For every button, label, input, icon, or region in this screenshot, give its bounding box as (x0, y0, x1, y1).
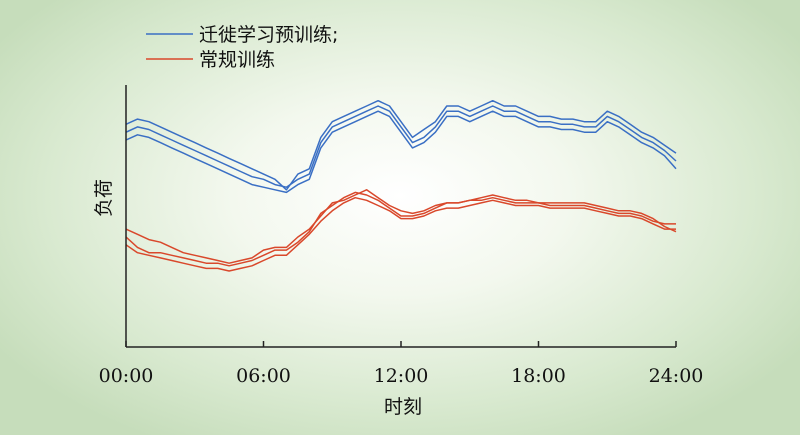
series-line-6 (125, 196, 676, 272)
series-line-4 (125, 189, 677, 264)
legend: 迁徙学习预训练; 常规训练 (146, 24, 338, 71)
x-tick-label: 06:00 (236, 365, 291, 387)
x-tick-label: 00:00 (99, 365, 154, 387)
plot-lines (125, 99, 677, 272)
x-tick-label: 24:00 (649, 365, 704, 387)
legend-label-regular: 常规训练 (199, 49, 275, 71)
series-line-3 (125, 110, 677, 194)
x-axis-title: 时刻 (384, 396, 422, 418)
series-line-1 (125, 99, 677, 191)
x-tick-label: 18:00 (511, 365, 566, 387)
series-line-2 (125, 105, 677, 188)
y-axis-title: 负荷 (93, 179, 115, 217)
series-line-5 (125, 191, 676, 267)
legend-label-transfer: 迁徙学习预训练; (199, 24, 338, 46)
x-tick-label: 12:00 (374, 365, 429, 387)
x-ticks: 00:00 06:00 12:00 18:00 24:00 (99, 341, 704, 387)
